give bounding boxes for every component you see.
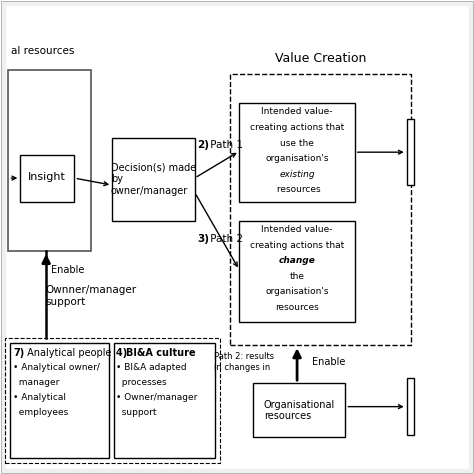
Bar [114,343,215,458]
Text: resources: resources [275,303,319,312]
Bar [407,378,414,435]
Text: organisation's: organisation's [265,154,329,163]
Text: employees: employees [13,408,68,417]
Text: processes: processes [117,378,167,387]
Text: • BI&A adapted: • BI&A adapted [117,363,187,372]
Text: change: change [279,256,316,265]
Text: Analytical people: Analytical people [25,348,112,358]
Text: 2): 2) [197,140,209,150]
Text: • Analytical: • Analytical [13,393,66,402]
Bar [230,74,411,346]
Text: resources: resources [274,185,320,194]
Text: Path 2: results
in changes in: Path 2: results in changes in [214,352,274,372]
Text: creating actions that: creating actions that [250,241,344,250]
Text: BI&A culture: BI&A culture [126,348,195,358]
Text: • Analytical owner/: • Analytical owner/ [13,363,100,372]
Text: Path 1: Path 1 [207,140,243,150]
Bar [112,138,195,220]
Text: Path 2: Path 2 [207,234,243,245]
Text: Insight: Insight [28,172,66,182]
Bar [239,220,355,322]
Bar [10,343,109,458]
Text: 4): 4) [117,348,131,358]
Bar [9,70,91,251]
Text: 3): 3) [197,234,209,245]
Text: creating actions that: creating actions that [250,123,344,132]
Text: Decision(s) made
by
owner/manager: Decision(s) made by owner/manager [111,163,196,196]
Text: use the: use the [280,138,314,147]
Text: Ownner/manager
support: Ownner/manager support [46,285,137,307]
Text: manager: manager [13,378,59,387]
Text: Organisational
resources: Organisational resources [264,400,335,421]
Text: Intended value-: Intended value- [261,225,333,234]
Bar [239,103,355,201]
Bar [5,338,219,463]
Text: the: the [290,272,305,281]
Text: • Owner/manager: • Owner/manager [117,393,198,402]
Text: Value Creation: Value Creation [275,52,366,65]
Text: organisation's: organisation's [265,287,329,296]
Text: 7): 7) [13,348,25,358]
Text: Intended value-: Intended value- [261,108,333,117]
Text: Enable: Enable [51,265,84,275]
Text: Enable: Enable [312,357,346,367]
Text: al resources: al resources [11,46,74,55]
Bar [20,155,74,201]
Text: support: support [117,408,157,417]
Text: existing: existing [279,170,315,179]
Bar [407,119,414,185]
Bar [254,383,346,438]
